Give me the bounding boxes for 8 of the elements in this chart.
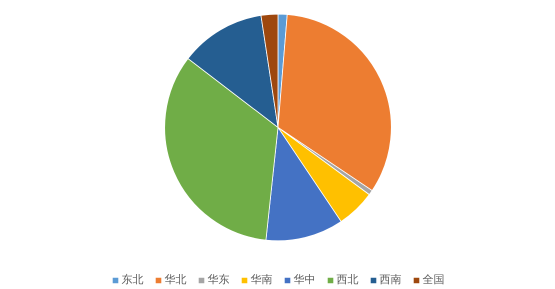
legend-label: 东北 <box>122 272 144 287</box>
legend-label: 华南 <box>250 272 272 287</box>
legend-label: 华东 <box>208 272 230 287</box>
legend-label: 西北 <box>336 272 358 287</box>
legend-label: 西南 <box>380 272 402 287</box>
legend-label: 全国 <box>422 272 444 287</box>
legend-label: 华北 <box>164 272 186 287</box>
legend-label: 华中 <box>294 272 316 287</box>
